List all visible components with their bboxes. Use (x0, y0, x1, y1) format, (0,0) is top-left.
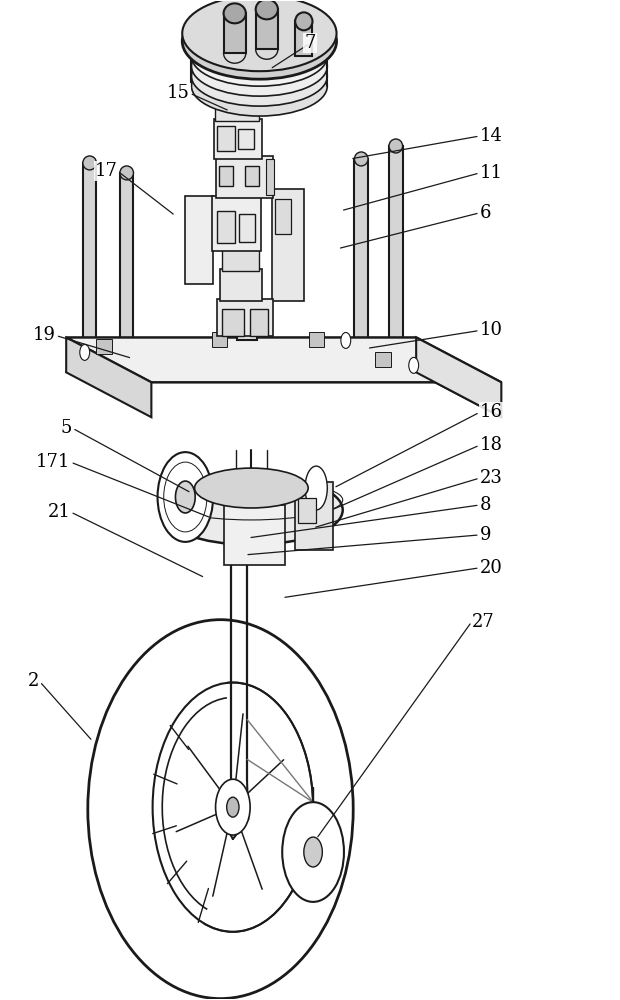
Circle shape (304, 837, 322, 867)
Bar (245, 166, 259, 186)
Circle shape (216, 779, 250, 835)
Bar (218, 126, 235, 151)
Bar (219, 166, 234, 186)
Bar (214, 119, 262, 159)
Bar (218, 299, 273, 336)
Bar (272, 189, 304, 301)
Text: 11: 11 (480, 164, 503, 182)
Text: 20: 20 (480, 559, 503, 577)
Bar (223, 309, 244, 336)
Ellipse shape (83, 156, 97, 170)
Ellipse shape (120, 166, 133, 180)
Text: 23: 23 (480, 469, 503, 487)
Circle shape (157, 452, 213, 542)
Polygon shape (66, 337, 151, 417)
Ellipse shape (153, 682, 313, 932)
Bar (275, 199, 291, 234)
Bar (83, 163, 97, 347)
Ellipse shape (192, 36, 327, 96)
Bar (218, 211, 235, 243)
Ellipse shape (355, 152, 368, 166)
Bar (223, 249, 259, 271)
Bar (224, 13, 246, 53)
Text: 17: 17 (95, 162, 117, 180)
Text: 10: 10 (480, 321, 503, 339)
Text: 5: 5 (61, 419, 73, 437)
Ellipse shape (182, 3, 337, 79)
Ellipse shape (192, 46, 327, 106)
Text: 9: 9 (480, 526, 491, 544)
Bar (239, 214, 255, 242)
Ellipse shape (255, 0, 278, 19)
Text: 6: 6 (480, 204, 491, 222)
Bar (355, 159, 368, 350)
Bar (298, 498, 316, 523)
Bar (212, 332, 228, 347)
Bar (249, 309, 268, 336)
Ellipse shape (182, 0, 337, 71)
Bar (97, 339, 112, 354)
Bar (255, 9, 278, 49)
Text: 27: 27 (472, 613, 495, 631)
Bar (216, 156, 273, 198)
Text: 2: 2 (29, 672, 40, 690)
Circle shape (175, 481, 195, 513)
Text: 16: 16 (480, 403, 503, 421)
Bar (265, 159, 274, 195)
Text: 21: 21 (48, 503, 71, 521)
Bar (309, 332, 324, 347)
Ellipse shape (192, 56, 327, 116)
Bar (120, 173, 133, 352)
Ellipse shape (389, 139, 402, 153)
Bar (185, 196, 213, 284)
Bar (220, 269, 262, 301)
Circle shape (227, 797, 239, 817)
Text: 14: 14 (480, 127, 503, 145)
Text: 19: 19 (33, 326, 56, 344)
Polygon shape (416, 337, 502, 417)
Bar (295, 21, 312, 56)
Bar (376, 352, 391, 367)
Circle shape (409, 357, 419, 373)
Text: 18: 18 (480, 436, 503, 454)
Bar (213, 196, 260, 251)
Polygon shape (66, 337, 502, 382)
Bar (224, 505, 285, 565)
Bar (215, 101, 259, 121)
Text: 15: 15 (167, 84, 190, 102)
Ellipse shape (192, 26, 327, 86)
Ellipse shape (88, 620, 353, 999)
Text: 171: 171 (36, 453, 71, 471)
Bar (237, 93, 257, 340)
Circle shape (80, 344, 90, 360)
Ellipse shape (224, 3, 246, 23)
Text: 7: 7 (304, 34, 316, 52)
Ellipse shape (295, 12, 312, 30)
Ellipse shape (195, 468, 308, 508)
Ellipse shape (305, 466, 327, 510)
Ellipse shape (160, 475, 343, 545)
Bar (239, 129, 254, 149)
Bar (389, 146, 402, 347)
Circle shape (282, 802, 344, 902)
Circle shape (341, 332, 351, 348)
Text: 8: 8 (480, 496, 491, 514)
Bar (295, 482, 334, 550)
